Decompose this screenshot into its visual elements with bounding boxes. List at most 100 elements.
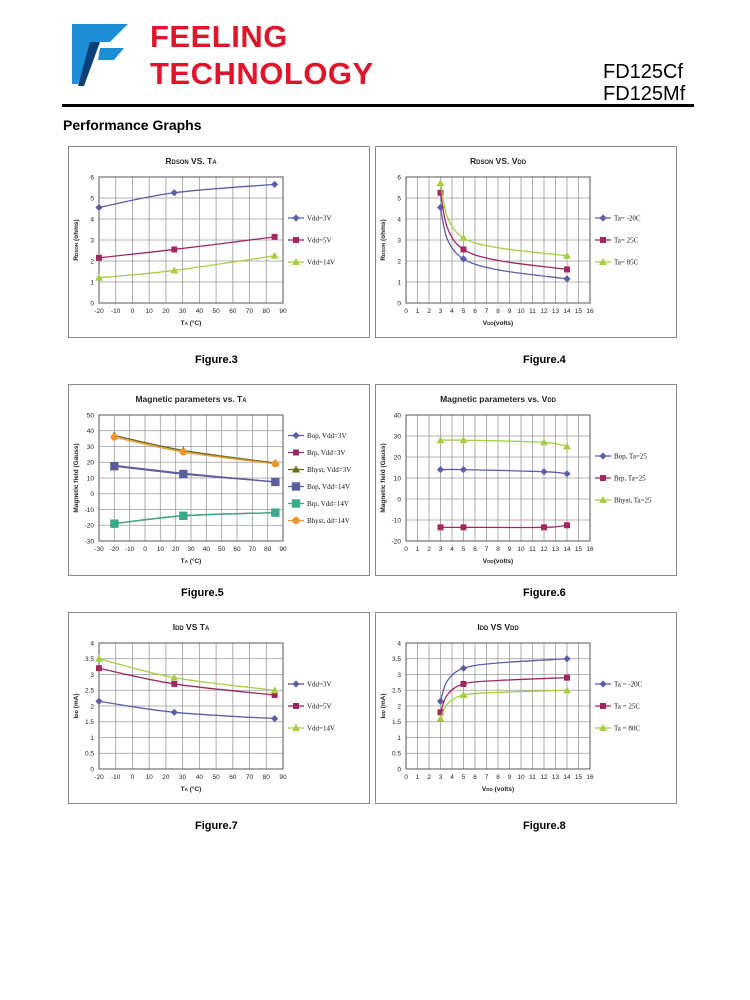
x-tick-label: 80 [263,774,271,781]
legend-label: Vdd=14V [307,259,335,267]
x-tick-label: 15 [575,774,583,781]
legend-marker [291,482,301,491]
x-tick-label: 6 [473,546,477,553]
x-tick-label: 9 [508,308,512,315]
data-point [271,460,279,468]
data-point [95,273,103,281]
legend-entry: Vdd=5V [288,703,332,711]
x-tick-label: 0 [404,774,408,781]
series-vdd-3v [95,180,279,212]
chart-rdson-vs-ta: RDSON VS. TA -20 -10 0 10 20 30 40 50 60 70 80 90 0 1 2… [73,156,335,327]
data-point [110,433,118,441]
chart-panel-idd-vs-vdd: IDD VS VDD 0 1 2 3 4 5 6 7 8 9 10 11 12 13 14 15 16 0 0.5 1 1… [375,612,677,804]
y-tick-label: 50 [87,412,95,419]
data-point [564,266,570,273]
y-tick-label: 2 [397,703,401,710]
y-tick-label: 10 [394,475,402,482]
figure-caption-8: Figure.8 [523,820,566,832]
data-point [436,697,445,705]
legend-entry: Ta= 85C [595,258,639,267]
legend-label: Vdd=3V [307,681,332,689]
x-tick-label: 50 [218,546,226,553]
legend-marker [599,680,607,688]
series-bop-vdd-14v [110,461,280,487]
legend-marker [599,258,607,265]
data-point [171,246,178,253]
x-tick-label: 16 [586,774,594,781]
legend-marker [291,499,301,508]
x-tick-label: 30 [179,774,187,781]
brand-name-line1: FEELING [150,19,288,54]
x-tick-label: 90 [279,546,287,553]
legend-label: Ta = 80C [614,725,640,733]
chart-title: Magnetic parameters vs. TA [135,394,247,404]
data-point [170,189,178,197]
model-number-cf: FD125Cf [603,61,684,83]
y-tick-label: 10 [87,475,95,482]
series-brp-vdd-14v [110,508,280,528]
series-vdd-3v [95,697,279,723]
x-tick-label: 6 [473,308,477,315]
figure-caption-7: Figure.7 [195,820,238,832]
series-vdd-5v [96,233,278,261]
x-axis-label: VDD(volts) [483,320,513,327]
x-tick-label: 14 [563,308,571,315]
y-tick-label: 3 [397,672,401,679]
legend-marker [293,703,299,709]
legend-label: Ta = -20C [614,681,643,689]
legend-label: Ta= 25C [614,237,639,245]
data-point [436,179,445,187]
data-point [271,233,278,240]
y-tick-label: 6 [90,174,94,181]
legend-marker [599,452,607,460]
y-tick-label: 2.5 [85,688,94,695]
x-axis-label: VDD(volts) [483,558,513,565]
y-tick-label: -20 [392,538,402,545]
chart-panel-magnetic-vs-ta: Magnetic parameters vs. TA -30 -20 -10 0 10 20… [68,384,370,576]
y-tick-label: 0 [397,496,401,503]
x-axis-label: TA (°C) [181,557,202,565]
legend-entry: Bhyst, dd=14V [288,516,350,525]
y-axis-label: RDSON (ohms) [73,219,80,260]
data-point [170,708,178,716]
x-tick-label: 6 [473,774,477,781]
chart-title: Magnetic parameters vs. VDD [440,394,557,404]
x-tick-label: 15 [575,308,583,315]
series-line [114,512,276,525]
data-point [563,686,571,694]
y-tick-label: 1.5 [85,719,94,726]
y-tick-label: 30 [87,444,95,451]
data-point [564,522,570,529]
x-tick-label: 50 [212,774,220,781]
data-point [540,468,548,476]
y-tick-label: 0 [397,766,401,773]
data-point [437,524,444,531]
x-tick-label: 5 [462,774,466,781]
data-point [540,438,548,446]
x-tick-label: 2 [427,308,431,315]
data-point [563,251,571,259]
series-bop-ta-25 [436,466,571,478]
legend-marker [292,516,300,525]
y-tick-label: 6 [397,174,401,181]
feeling-technology-logo-icon [72,24,128,86]
legend-entry: Vdd=3V [288,680,332,689]
legend-entry: Vdd=14V [288,724,335,733]
data-point [459,664,468,672]
brand-name-line2: TECHNOLOGY [150,56,374,91]
data-point [110,461,119,471]
y-tick-label: 2 [397,258,401,265]
y-tick-label: 0 [90,491,94,498]
y-tick-label: 0 [397,300,401,307]
x-tick-label: 70 [246,774,254,781]
data-point [459,436,468,444]
series-line [98,183,275,209]
legend-marker [600,703,606,709]
x-tick-label: 8 [496,774,500,781]
x-tick-label: 1 [416,308,420,315]
data-point [271,715,279,723]
y-tick-label: 4 [397,216,401,223]
x-tick-label: 16 [586,308,594,315]
x-tick-label: 10 [517,308,525,315]
